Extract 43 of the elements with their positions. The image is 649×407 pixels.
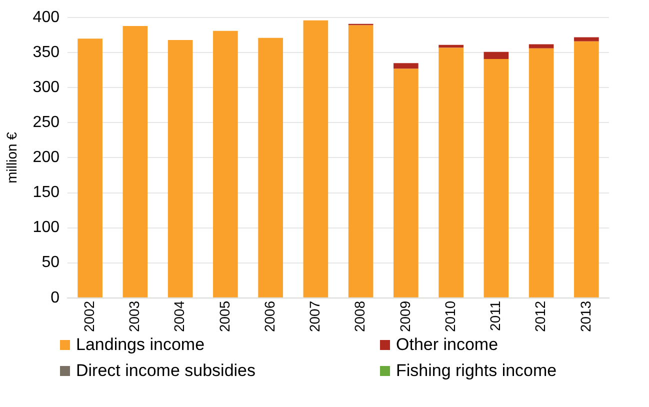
bar — [574, 41, 599, 298]
bar — [394, 68, 418, 298]
bar — [528, 48, 554, 298]
legend-label: Fishing rights income — [396, 361, 557, 381]
y-tick-label: 350 — [32, 44, 60, 62]
y-tick-label: 300 — [32, 79, 60, 96]
legend-label: Direct income subsidies — [76, 361, 256, 381]
bar — [484, 52, 509, 59]
y-tick-label: 250 — [32, 114, 60, 132]
bar — [574, 37, 599, 42]
bar — [213, 30, 238, 298]
bar — [484, 58, 509, 298]
x-tick-label: 2011 — [487, 300, 504, 331]
bar — [394, 63, 418, 69]
bar — [122, 26, 148, 298]
bar — [438, 44, 464, 48]
bar — [78, 38, 102, 298]
x-tick-label: 2003 — [126, 300, 142, 332]
y-tick-label: 0 — [50, 289, 60, 306]
x-tick-label: 2002 — [80, 300, 97, 332]
y-tick-label: 200 — [32, 149, 60, 166]
y-tick-label: 100 — [32, 219, 60, 236]
bar — [258, 38, 283, 298]
x-tick-label: 2005 — [216, 300, 232, 332]
y-tick-label: 50 — [42, 254, 60, 272]
x-tick-label: 2009 — [396, 300, 413, 332]
bar — [438, 48, 464, 298]
x-tick-label: 2013 — [577, 300, 594, 332]
x-tick-label: 2004 — [171, 300, 188, 332]
y-tick-label: 150 — [32, 184, 60, 202]
x-tick-label: 2007 — [306, 300, 323, 332]
legend-label: Other income — [396, 335, 498, 355]
y-tick-label: 400 — [32, 9, 60, 26]
x-tick-label: 2010 — [442, 300, 458, 332]
x-tick-label: 2012 — [532, 300, 548, 332]
bar — [303, 20, 328, 298]
bar — [348, 25, 374, 298]
y-axis-title: million € — [3, 132, 20, 184]
legend-label: Landings income — [76, 335, 205, 355]
bar — [528, 44, 554, 48]
bar — [168, 40, 193, 298]
x-tick-label: 2008 — [352, 300, 368, 332]
x-tick-label: 2006 — [261, 300, 278, 332]
